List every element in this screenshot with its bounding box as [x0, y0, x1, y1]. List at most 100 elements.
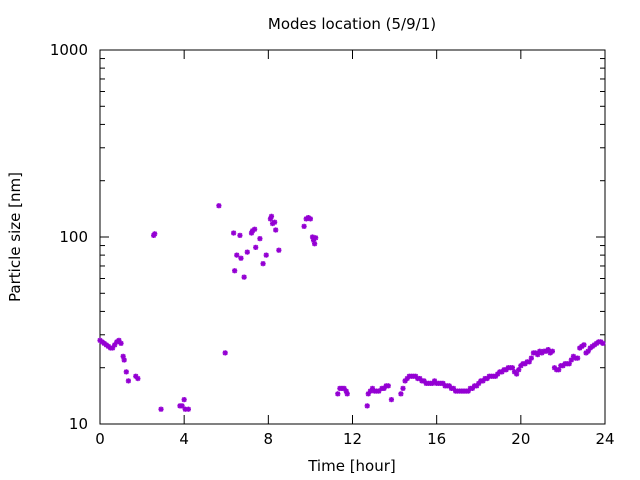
marker-stroke [222, 350, 228, 356]
marker-stroke [276, 247, 282, 253]
marker-stroke [158, 406, 164, 412]
marker-stroke [121, 357, 127, 363]
marker-stroke [307, 216, 313, 222]
data-point [125, 378, 132, 384]
data-point [234, 252, 240, 258]
marker-stroke [417, 376, 423, 382]
marker-stroke [252, 226, 258, 232]
marker-stroke [273, 227, 279, 233]
marker-stroke [509, 365, 515, 371]
marker-stroke [232, 268, 238, 274]
x-tick-label: 8 [264, 430, 274, 448]
data-point [238, 255, 244, 261]
marker-stroke [335, 391, 341, 397]
data-point [118, 340, 124, 346]
plot-frame [99, 49, 606, 425]
x-tick-label: 16 [427, 430, 446, 448]
marker-stroke [272, 219, 278, 225]
data-point [307, 216, 314, 222]
data-point [121, 357, 127, 363]
data-point [301, 223, 307, 229]
marker-stroke [369, 385, 375, 391]
marker-stroke [125, 378, 131, 384]
marker-stroke [388, 397, 394, 403]
data-point [272, 219, 278, 225]
x-tick-label: 4 [179, 430, 189, 448]
marker-stroke [451, 385, 456, 391]
marker-stroke [432, 378, 438, 384]
marker-stroke [312, 241, 318, 247]
marker-stroke [260, 261, 266, 267]
data-point [398, 391, 404, 397]
marker-stroke [123, 369, 129, 375]
x-tick-label: 24 [595, 430, 614, 448]
x-tick-label: 0 [95, 430, 105, 448]
data-point [566, 361, 572, 367]
chart-title: Modes location (5/9/1) [268, 15, 436, 33]
y-axis-title: Particle size [nm] [6, 172, 24, 302]
data-point [509, 365, 516, 371]
data-point [385, 383, 391, 389]
data-points [97, 203, 606, 412]
marker-stroke [231, 230, 237, 236]
x-axis-title: Time [hour] [307, 457, 396, 475]
data-point [244, 249, 250, 255]
marker-stroke [514, 371, 520, 377]
data-point [465, 388, 471, 394]
axes: 0 4 8 12 16 20 24 10 100 1000 [50, 41, 615, 448]
data-point [152, 231, 158, 237]
data-point [364, 403, 370, 409]
marker-stroke [152, 231, 158, 237]
marker-stroke [385, 383, 391, 389]
marker-stroke [257, 236, 263, 242]
data-point [253, 244, 259, 250]
data-point [231, 230, 237, 236]
data-point [237, 232, 243, 238]
marker-stroke [118, 340, 124, 346]
marker-stroke [413, 373, 419, 379]
marker-stroke [120, 353, 126, 359]
marker-stroke [268, 213, 274, 219]
marker-stroke [575, 355, 581, 361]
data-point [257, 236, 263, 242]
data-point [135, 375, 141, 382]
data-point [179, 403, 185, 409]
marker-stroke [313, 235, 319, 241]
marker-stroke [237, 232, 243, 238]
data-point [252, 226, 258, 232]
marker-stroke [341, 385, 347, 391]
data-point [528, 355, 534, 361]
data-point [581, 342, 587, 348]
data-point [514, 371, 520, 377]
data-point [400, 385, 406, 392]
marker-stroke [364, 403, 370, 409]
data-point [575, 355, 581, 361]
marker-stroke [263, 252, 269, 258]
y-tick-label: 100 [59, 228, 88, 246]
data-point [263, 252, 269, 258]
marker-stroke [301, 223, 307, 229]
marker-stroke [516, 367, 522, 373]
data-point [158, 406, 164, 412]
data-point [335, 391, 341, 397]
data-point [276, 247, 282, 253]
data-point [273, 227, 279, 233]
data-point [232, 268, 238, 274]
data-point [260, 261, 266, 267]
marker-stroke [344, 391, 350, 397]
data-point [344, 391, 350, 397]
x-tick-label: 20 [511, 430, 530, 448]
data-point [241, 274, 247, 280]
marker-stroke [185, 406, 191, 412]
marker-stroke [241, 274, 247, 280]
data-point [268, 213, 275, 219]
marker-stroke [528, 355, 534, 361]
data-point [376, 388, 382, 394]
marker-stroke [116, 337, 122, 343]
marker-stroke [133, 373, 139, 379]
marker-stroke [512, 369, 518, 375]
data-point [516, 367, 522, 373]
marker-stroke [600, 340, 606, 346]
data-point [549, 348, 555, 354]
